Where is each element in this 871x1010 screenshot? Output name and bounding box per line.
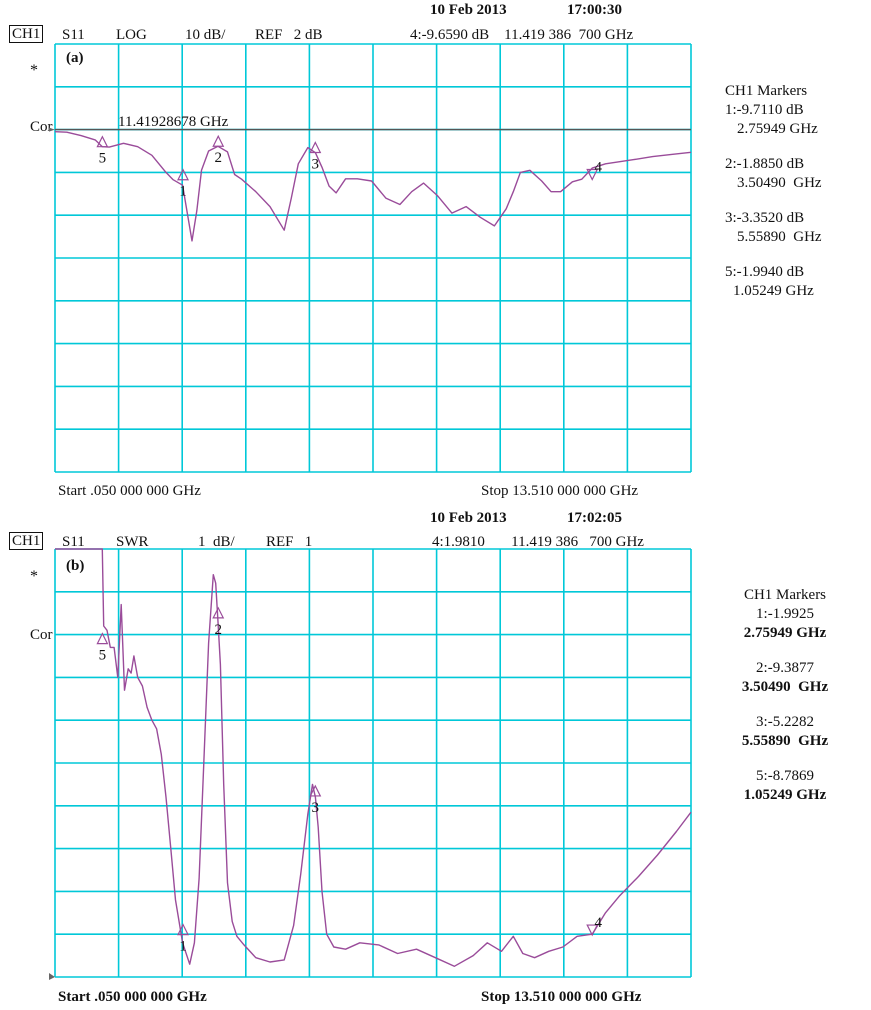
start-frequency-label: Start .050 000 000 GHz bbox=[58, 483, 201, 499]
marker-2-value: 2:-1.8850 dB bbox=[725, 156, 805, 172]
marker-2-frequency: 3.50490 GHz bbox=[737, 175, 822, 191]
start-arrow-icon bbox=[49, 973, 55, 980]
trace-line bbox=[54, 131, 692, 242]
marker-4-label: 4 bbox=[594, 915, 602, 931]
ref-label: REF 1 bbox=[266, 534, 313, 550]
marker-3-label: 3 bbox=[312, 157, 320, 173]
marker-5-frequency: 1.05249 GHz bbox=[733, 283, 814, 299]
date-label: 10 Feb 2013 bbox=[430, 2, 507, 18]
marker-5-triangle bbox=[96, 632, 109, 645]
marker-3-value: 3:-5.2282 bbox=[756, 714, 814, 730]
format-label: SWR bbox=[116, 534, 149, 550]
marker-3-value: 3:-3.3520 dB bbox=[725, 210, 805, 226]
format-label: LOG bbox=[116, 27, 147, 43]
reference-arrow-icon bbox=[49, 127, 55, 132]
markers-title: CH1 Markers bbox=[725, 83, 808, 99]
parameter-label: S11 bbox=[62, 27, 85, 43]
channel-box: CH1 bbox=[9, 532, 44, 550]
parameter-label: S11 bbox=[62, 534, 85, 550]
stop-frequency-label: Stop 13.510 000 000 GHz bbox=[481, 989, 642, 1005]
cor-indicator: Cor bbox=[30, 119, 53, 135]
marker-1-label: 1 bbox=[179, 939, 187, 955]
plot-svg: 1 2 3 4 5 bbox=[49, 548, 692, 980]
time-label: 17:00:30 bbox=[567, 2, 622, 18]
marker-1-frequency: 2.75949 GHz bbox=[743, 625, 827, 641]
markers-table: CH1 Markers 1:-1.9925 2.75949 GHz 2:-9.3… bbox=[725, 586, 845, 805]
ref-label: REF 2 dB bbox=[255, 27, 323, 43]
marker-3-label: 3 bbox=[312, 800, 320, 816]
star-indicator: * bbox=[30, 62, 38, 79]
marker-1-frequency: 2.75949 GHz bbox=[737, 121, 818, 137]
star-indicator: * bbox=[30, 568, 38, 585]
chart-panel-a: 10 Feb 2013 17:00:30 CH1 S11 LOG 10 dB/ … bbox=[9, 2, 865, 499]
chart-panel-b: 10 Feb 2013 17:02:05 CH1 S11 SWR 1 dB/ R… bbox=[0, 505, 871, 1010]
marker-5-value: 5:-1.9940 dB bbox=[725, 264, 805, 280]
marker-3-triangle bbox=[309, 141, 322, 154]
marker-2-triangle bbox=[212, 134, 225, 147]
marker-2-value: 2:-9.3877 bbox=[756, 660, 814, 676]
marker-4-label: 4 bbox=[594, 160, 602, 176]
marker-1-value: 1:-1.9925 bbox=[756, 606, 814, 622]
scale-label: 1 dB/ bbox=[198, 534, 235, 550]
marker-1-triangle bbox=[177, 168, 189, 181]
marker-5-triangle bbox=[96, 135, 109, 148]
cor-indicator: Cor bbox=[30, 627, 53, 643]
plot-svg: 1 2 3 4 5 bbox=[49, 43, 692, 473]
start-frequency-label: Start .050 000 000 GHz bbox=[58, 989, 207, 1005]
stop-frequency-label: Stop 13.510 000 000 GHz bbox=[481, 483, 639, 499]
marker-2-label: 2 bbox=[214, 150, 222, 166]
marker-5-label: 5 bbox=[99, 648, 107, 664]
scale-label: 10 dB/ bbox=[185, 27, 226, 43]
trace-line bbox=[55, 548, 692, 967]
marker-2-triangle bbox=[212, 606, 225, 619]
marker-3-frequency: 5.55890 GHz bbox=[737, 229, 822, 245]
marker-3-triangle bbox=[309, 784, 322, 797]
markers-title: CH1 Markers bbox=[743, 587, 827, 603]
marker-5-value: 5:-8.7869 bbox=[756, 768, 814, 784]
marker-4-triangle bbox=[586, 168, 599, 181]
panel-label: (b) bbox=[66, 558, 85, 574]
frequency-annotation: 11.41928678 GHz bbox=[118, 114, 229, 130]
time-label: 17:02:05 bbox=[567, 510, 622, 526]
active-marker-readout: 4:1.9810 11.419 386 700 GHz bbox=[432, 534, 644, 550]
marker-2-frequency: 3.50490 GHz bbox=[741, 679, 829, 695]
markers-table: CH1 Markers 1:-9.7110 dB 2.75949 GHz 2:-… bbox=[725, 82, 865, 301]
panel-label: (a) bbox=[66, 50, 84, 66]
plot-area: 1 2 3 4 5 bbox=[49, 43, 692, 473]
date-label: 10 Feb 2013 bbox=[430, 510, 507, 526]
marker-3-frequency: 5.55890 GHz bbox=[741, 733, 829, 749]
plot-area: 1 2 3 4 5 bbox=[49, 548, 692, 980]
channel-box: CH1 bbox=[9, 25, 44, 43]
marker-1-triangle bbox=[177, 923, 189, 936]
marker-2-label: 2 bbox=[214, 622, 222, 638]
marker-1-label: 1 bbox=[179, 184, 187, 200]
marker-1-value: 1:-9.7110 dB bbox=[725, 102, 804, 118]
marker-5-label: 5 bbox=[99, 151, 107, 167]
marker-5-frequency: 1.05249 GHz bbox=[743, 787, 827, 803]
active-marker-readout: 4:-9.6590 dB 11.419 386 700 GHz bbox=[410, 27, 634, 43]
marker-4-triangle bbox=[586, 924, 599, 937]
